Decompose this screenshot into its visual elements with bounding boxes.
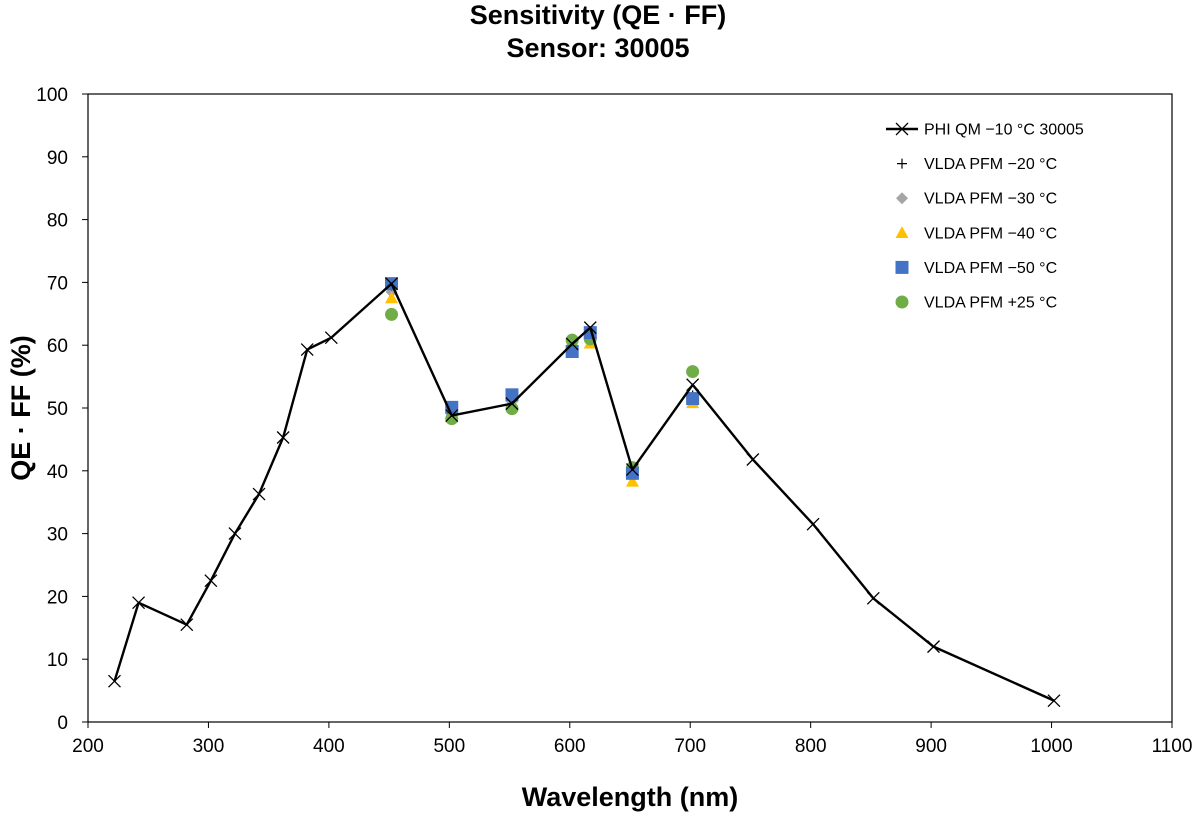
x-tick-label: 400 (313, 736, 345, 757)
series-0 (108, 277, 1061, 708)
y-tick-label: 30 (47, 525, 68, 546)
data-point-circle (686, 365, 700, 379)
legend-label: PHI QM −10 °C 30005 (924, 122, 1084, 139)
data-point-x (204, 574, 218, 588)
x-axis-title: Wavelength (nm) (522, 782, 739, 812)
x-tick-label: 200 (72, 736, 104, 757)
x-tick-label: 300 (193, 736, 225, 757)
series-5 (385, 307, 700, 475)
chart-title: Sensitivity (QE · FF) (470, 0, 727, 30)
y-tick-label: 100 (36, 85, 68, 106)
y-tick-label: 10 (47, 650, 68, 671)
data-point-triangle (895, 226, 909, 238)
data-point-x (300, 343, 314, 357)
x-tick-label: 800 (795, 736, 827, 757)
y-tick-label: 70 (47, 273, 68, 294)
legend-item: VLDA PFM −30 °C (896, 191, 1057, 208)
legend-label: VLDA PFM −30 °C (924, 191, 1057, 208)
data-point-x (1047, 694, 1061, 708)
x-tick-label: 900 (915, 736, 947, 757)
legend-label: VLDA PFM −50 °C (924, 260, 1057, 277)
data-point-triangle (625, 474, 639, 487)
data-point-diamond (896, 192, 908, 205)
legend-label: VLDA PFM −40 °C (924, 225, 1057, 242)
legend-item: VLDA PFM −20 °C (897, 156, 1057, 173)
series-layer (108, 277, 1061, 708)
data-point-x (324, 331, 338, 345)
data-point-square (625, 466, 639, 480)
series-4 (385, 277, 700, 480)
data-point-circle (565, 333, 579, 347)
y-tick-label: 0 (57, 713, 68, 734)
data-point-x (625, 463, 639, 477)
x-tick-label: 600 (554, 736, 586, 757)
legend-label: VLDA PFM −20 °C (924, 156, 1057, 173)
y-tick-label: 40 (47, 462, 68, 483)
series-3 (385, 291, 700, 487)
data-point-x (746, 453, 760, 466)
x-axis: 200 300 400 500 600 700 800 900 1000 1100 (72, 722, 1192, 757)
data-point-x (108, 674, 121, 688)
y-axis-title: QE · FF (%) (6, 335, 36, 480)
data-point-circle (385, 307, 399, 321)
data-point-square (505, 388, 519, 402)
series-line (113, 282, 1055, 702)
data-point-x (583, 321, 597, 335)
data-point-x (252, 487, 266, 501)
data-point-x (132, 596, 146, 610)
data-point-x (927, 640, 940, 654)
legend-label: VLDA PFM +25 °C (924, 295, 1057, 312)
data-point-x (505, 397, 519, 411)
data-point-square (686, 392, 700, 406)
y-tick-label: 50 (47, 399, 68, 420)
data-point-x (866, 591, 880, 605)
data-point-x (385, 277, 398, 291)
legend-item: VLDA PFM −40 °C (895, 225, 1057, 242)
legend-item: VLDA PFM −50 °C (895, 260, 1057, 277)
plot-area (87, 93, 1173, 723)
y-tick-label: 20 (47, 587, 68, 608)
data-point-x (686, 378, 700, 392)
series-1 (386, 280, 698, 479)
data-point-plus (897, 158, 907, 169)
chart-subtitle: Sensor: 30005 (506, 33, 689, 63)
data-point-x (228, 527, 242, 541)
x-tick-label: 1000 (1030, 736, 1072, 757)
data-point-x (895, 122, 909, 136)
x-tick-label: 500 (433, 736, 465, 757)
data-point-x (180, 618, 194, 632)
legend-item: PHI QM −10 °C 30005 (886, 122, 1084, 139)
data-point-x (565, 337, 579, 351)
data-point-circle (895, 295, 909, 309)
data-point-triangle (385, 291, 399, 304)
y-tick-label: 60 (47, 336, 68, 357)
data-point-square (895, 260, 909, 274)
y-tick-label: 80 (47, 211, 68, 232)
x-tick-label: 700 (674, 736, 706, 757)
x-tick-label: 1100 (1152, 736, 1193, 757)
legend-item: VLDA PFM +25 °C (895, 295, 1057, 312)
y-axis: 0 10 20 30 40 50 60 70 80 90 100 (36, 85, 88, 734)
y-tick-label: 90 (47, 148, 68, 169)
data-point-x (276, 431, 290, 444)
data-point-x (806, 517, 820, 531)
data-point-x (445, 409, 459, 422)
series-2 (385, 285, 699, 484)
legend: PHI QM −10 °C 30005 VLDA PFM −20 °C VLDA P… (886, 122, 1084, 312)
